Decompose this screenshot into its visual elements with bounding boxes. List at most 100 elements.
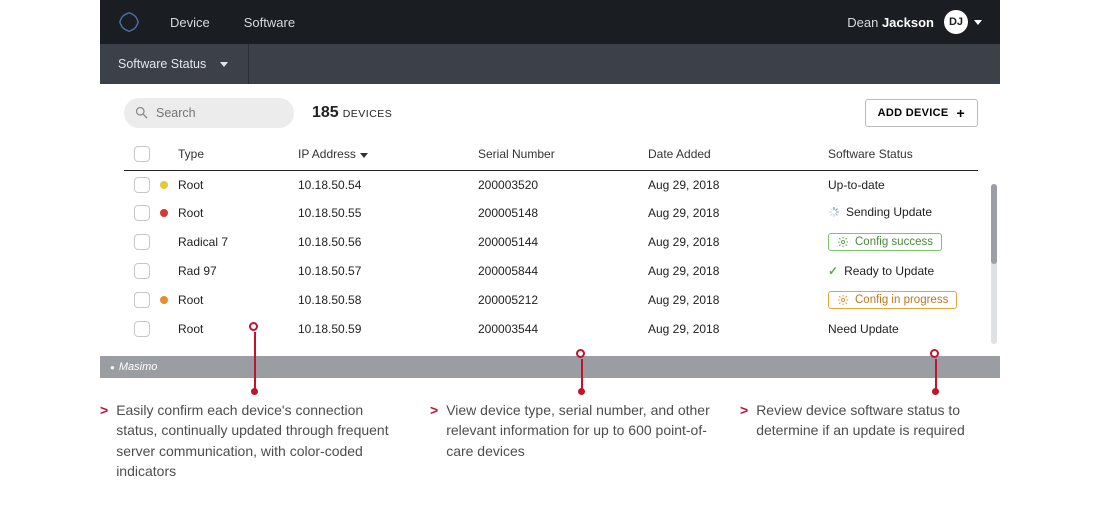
avatar[interactable]: DJ	[944, 10, 968, 34]
table-row[interactable]: Rad 97 10.18.50.57 200005844 Aug 29, 201…	[124, 257, 978, 285]
col-serial[interactable]: Serial Number	[478, 147, 648, 161]
subnav-label: Software Status	[118, 57, 206, 71]
device-table: Type IP Address Serial Number Date Added…	[124, 140, 978, 343]
bullet-icon: >	[430, 400, 438, 481]
status-dot-icon	[160, 181, 168, 189]
search-icon	[134, 105, 149, 120]
search-input[interactable]	[124, 98, 294, 128]
cell-date: Aug 29, 2018	[648, 322, 828, 336]
cell-serial: 200003520	[478, 178, 648, 192]
annotation-line	[935, 359, 937, 390]
callouts: > Easily confirm each device's connectio…	[100, 400, 1000, 481]
cell-software-status: ✓Ready to Update	[828, 264, 978, 278]
status-sending: Sending Update	[828, 205, 932, 219]
footer-brand: Masimo	[100, 356, 1000, 378]
cell-serial: 200003544	[478, 322, 648, 336]
top-nav: Device Software Dean Jackson DJ	[100, 0, 1000, 44]
bullet-icon: >	[740, 400, 748, 481]
status-uptodate: Up-to-date	[828, 178, 885, 192]
callout-2: > View device type, serial number, and o…	[430, 400, 710, 481]
gear-icon	[837, 294, 849, 306]
logo-icon	[118, 11, 140, 33]
annotation-line	[254, 332, 256, 390]
table-row[interactable]: Root 10.18.50.58 200005212 Aug 29, 2018 …	[124, 285, 978, 315]
cell-ip: 10.18.50.59	[298, 322, 478, 336]
search-wrap	[124, 98, 294, 128]
annotation-origin-dot	[576, 349, 585, 358]
col-date[interactable]: Date Added	[648, 147, 828, 161]
cell-software-status: Sending Update	[828, 205, 978, 221]
cell-ip: 10.18.50.56	[298, 235, 478, 249]
check-icon: ✓	[828, 264, 838, 278]
chevron-down-icon	[220, 62, 228, 67]
table-row[interactable]: Radical 7 10.18.50.56 200005144 Aug 29, …	[124, 227, 978, 257]
plus-icon: +	[957, 106, 965, 120]
cell-type: Radical 7	[178, 235, 298, 249]
cell-type: Root	[178, 206, 298, 220]
col-type[interactable]: Type	[178, 147, 298, 161]
scrollbar-thumb[interactable]	[991, 184, 997, 264]
cell-serial: 200005148	[478, 206, 648, 220]
cell-date: Aug 29, 2018	[648, 293, 828, 307]
row-checkbox[interactable]	[134, 292, 150, 308]
callout-3: > Review device software status to deter…	[740, 400, 970, 481]
annotation-origin-dot	[930, 349, 939, 358]
status-ready: ✓Ready to Update	[828, 264, 934, 278]
annotation-end-dot	[251, 388, 258, 395]
annotation-end-dot	[932, 388, 939, 395]
select-all-checkbox[interactable]	[134, 146, 150, 162]
annotation-origin-dot	[249, 322, 258, 331]
status-need-update: Need Update	[828, 322, 899, 336]
cell-ip: 10.18.50.58	[298, 293, 478, 307]
bullet-icon: >	[100, 400, 108, 481]
col-ip[interactable]: IP Address	[298, 147, 478, 161]
row-checkbox[interactable]	[134, 321, 150, 337]
table-body: Root 10.18.50.54 200003520 Aug 29, 2018 …	[124, 171, 978, 343]
status-config-success: Config success	[828, 233, 942, 251]
callout-text: Easily confirm each device's connection …	[116, 400, 400, 481]
add-device-button[interactable]: ADD DEVICE +	[865, 99, 978, 127]
row-checkbox[interactable]	[134, 263, 150, 279]
cell-ip: 10.18.50.54	[298, 178, 478, 192]
cell-software-status: Up-to-date	[828, 178, 978, 192]
row-checkbox[interactable]	[134, 205, 150, 221]
nav-device[interactable]: Device	[170, 15, 210, 30]
callout-1: > Easily confirm each device's connectio…	[100, 400, 400, 481]
table-row[interactable]: Root 10.18.50.55 200005148 Aug 29, 2018 …	[124, 199, 978, 227]
toolbar: 185DEVICES ADD DEVICE +	[124, 98, 978, 128]
gear-icon	[837, 236, 849, 248]
callout-text: Review device software status to determi…	[756, 400, 970, 481]
device-count: 185DEVICES	[312, 104, 392, 122]
cell-software-status: Config success	[828, 233, 978, 251]
row-checkbox[interactable]	[134, 177, 150, 193]
annotation-line	[581, 359, 583, 390]
subnav-software-status[interactable]: Software Status	[118, 44, 249, 84]
cell-type: Root	[178, 293, 298, 307]
cell-date: Aug 29, 2018	[648, 264, 828, 278]
cell-date: Aug 29, 2018	[648, 178, 828, 192]
status-dot-icon	[160, 209, 168, 217]
sort-icon	[360, 153, 368, 158]
cell-software-status: Need Update	[828, 322, 978, 336]
cell-date: Aug 29, 2018	[648, 235, 828, 249]
cell-ip: 10.18.50.55	[298, 206, 478, 220]
spinner-icon	[828, 206, 840, 218]
row-checkbox[interactable]	[134, 234, 150, 250]
cell-ip: 10.18.50.57	[298, 264, 478, 278]
table-row[interactable]: Root 10.18.50.54 200003520 Aug 29, 2018 …	[124, 171, 978, 199]
annotation-end-dot	[578, 388, 585, 395]
scrollbar[interactable]	[991, 184, 997, 344]
user-menu-caret-icon[interactable]	[974, 20, 982, 25]
cell-serial: 200005144	[478, 235, 648, 249]
cell-type: Root	[178, 322, 298, 336]
cell-serial: 200005844	[478, 264, 648, 278]
sub-nav: Software Status	[100, 44, 1000, 84]
status-dot-icon	[160, 296, 168, 304]
table-header: Type IP Address Serial Number Date Added…	[124, 140, 978, 171]
user-name: Dean Jackson	[847, 15, 934, 30]
callout-text: View device type, serial number, and oth…	[446, 400, 710, 481]
cell-software-status: Config in progress	[828, 291, 978, 309]
add-device-label: ADD DEVICE	[878, 107, 949, 119]
col-software-status[interactable]: Software Status	[828, 147, 978, 161]
nav-software[interactable]: Software	[244, 15, 295, 30]
